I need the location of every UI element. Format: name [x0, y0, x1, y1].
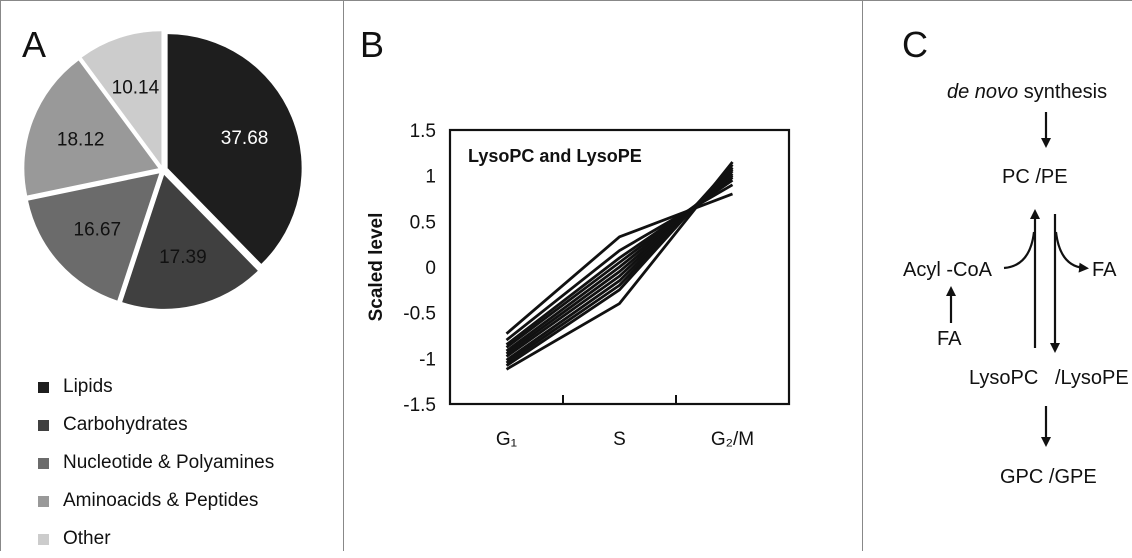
panel-divider-bc: [862, 0, 863, 551]
legend-label-4: Other: [63, 528, 111, 549]
de-novo-synthesis-label: de novo synthesis: [947, 81, 1107, 104]
series-line-9: [505, 163, 734, 367]
line-chart: 1.5 1 0.5 0 -0.5 -1 -1.5 G₁ S G₂/M Scaled level Lys…: [366, 121, 791, 450]
figure-left-border: [0, 0, 1, 551]
y-tick-label-3: 0: [425, 258, 436, 279]
panel-label-c: C: [902, 24, 928, 65]
arrow-fa-release-curve: [1054, 231, 1089, 273]
synthesis-text: synthesis: [1018, 81, 1108, 103]
y-tick-label-6: -1.5: [403, 395, 436, 416]
gpc-gpe-label: GPC /GPE: [1000, 466, 1097, 488]
y-tick-label-0: 1.5: [410, 121, 436, 142]
lysopc-lysope-label: LysoPC /LysoPE: [969, 367, 1129, 389]
acyl-coa-label: Acyl -CoA: [903, 259, 992, 281]
pie-slice-4: [81, 31, 162, 166]
pie-slice-1: [122, 174, 258, 309]
legend-swatch-0: [38, 381, 49, 393]
y-tick-label-2: 0.5: [410, 212, 436, 233]
legend-item-0: Lipids: [38, 368, 274, 406]
pie-slice-3: [24, 60, 159, 196]
legend-label-2: Nucleotide & Polyamines: [63, 452, 275, 473]
legend-swatch-4: [38, 533, 49, 545]
pie-slice-label-2: 16.67: [74, 220, 122, 241]
x-tick-label-0: G₁: [496, 429, 517, 450]
fa-left-label: FA: [937, 328, 962, 350]
pc-pe-label: PC /PE: [1002, 166, 1068, 188]
pie-slice-label-4: 10.14: [112, 77, 160, 98]
chart-title: LysoPC and LysoPE: [468, 146, 642, 166]
pie-slice-label-3: 18.12: [57, 130, 105, 151]
y-tick-label-4: -0.5: [403, 304, 436, 325]
legend-swatch-3: [38, 495, 49, 507]
legend-label-0: Lipids: [63, 376, 113, 397]
panel-label-a: A: [22, 24, 47, 65]
pie-legend: Lipids Carbohydrates Nucleotide & Polyamin…: [38, 368, 274, 558]
x-tick-label-1: S: [613, 429, 626, 450]
legend-item-2: Nucleotide & Polyamines: [38, 444, 274, 482]
x-tick-label-2: G₂/M: [711, 429, 754, 450]
series-line-10: [505, 161, 734, 371]
legend-label-1: Carbohydrates: [63, 414, 188, 435]
pie-slice-2: [28, 173, 160, 301]
legend-item-4: Other: [38, 520, 274, 558]
y-tick-label-5: -1: [419, 349, 436, 370]
panel-divider-ab: [343, 0, 344, 551]
plot-area-frame: [448, 128, 791, 406]
fa-right-label: FA: [1092, 259, 1117, 281]
pie-chart: 37.68 17.39 16.67 18.12 10.14: [24, 31, 302, 309]
legend-item-3: Aminoacids & Peptides: [38, 482, 274, 520]
arrow-acylcoa-curve: [1003, 231, 1036, 270]
legend-item-1: Carbohydrates: [38, 406, 274, 444]
pie-slice-label-0: 37.68: [221, 128, 269, 149]
legend-label-3: Aminoacids & Peptides: [63, 490, 259, 511]
panel-label-b: B: [360, 24, 385, 65]
pie-slice-label-1: 17.39: [159, 247, 207, 268]
legend-swatch-2: [38, 457, 49, 469]
de-novo-italic: de novo: [947, 81, 1019, 103]
y-tick-label-1: 1: [425, 167, 436, 188]
y-axis-label: Scaled level: [366, 213, 387, 322]
legend-swatch-1: [38, 419, 49, 431]
figure-top-border: [0, 0, 1132, 1]
pie-slice-0: [167, 34, 302, 264]
